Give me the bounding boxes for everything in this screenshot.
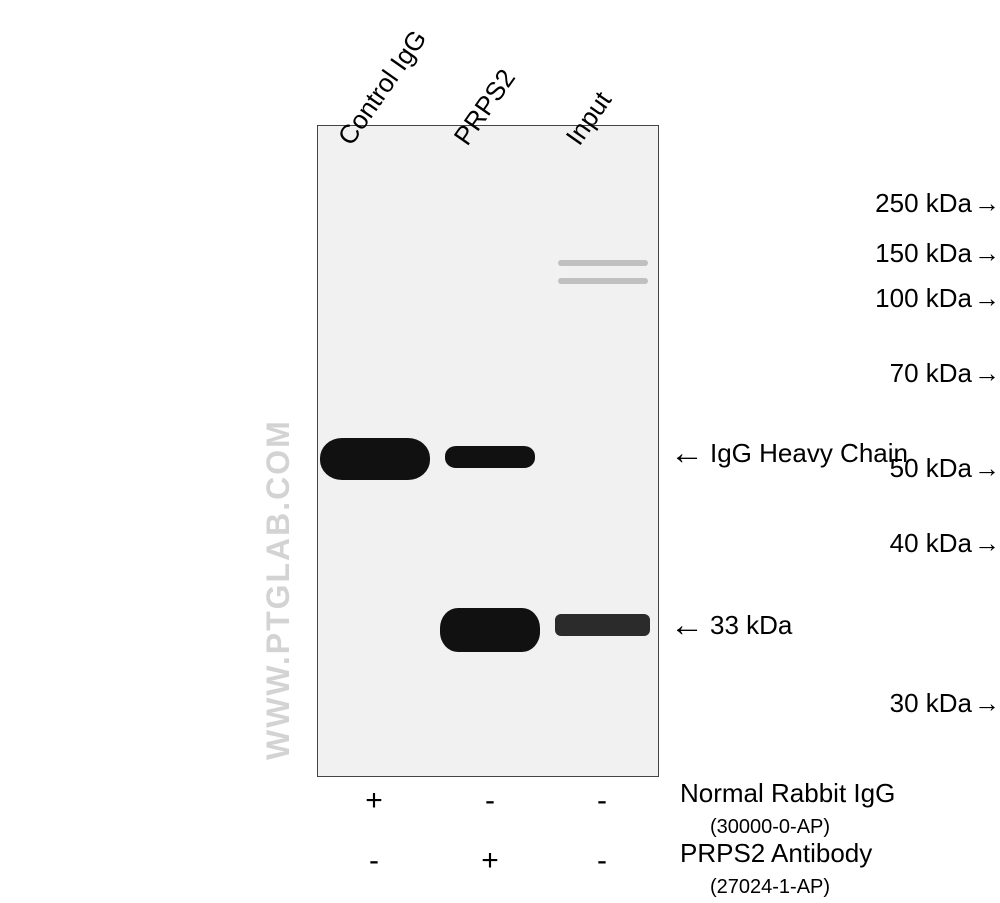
watermark-text: WWW.PTGLAB.COM bbox=[260, 419, 297, 760]
legend-sub: (30000-0-AP) bbox=[710, 816, 830, 838]
matrix-sign: - bbox=[354, 844, 394, 878]
band-prps2-lane1 bbox=[440, 608, 540, 652]
arrow-right-icon: → bbox=[974, 238, 1000, 269]
arrow-left-icon: ← bbox=[670, 608, 704, 642]
mw-text: 70 kDa bbox=[890, 358, 972, 388]
matrix-legend-row1: PRPS2 Antibody (27024-1-AP) bbox=[680, 838, 872, 900]
mw-label: 30 kDa→ bbox=[690, 688, 1000, 719]
legend-main: Normal Rabbit IgG bbox=[680, 778, 895, 808]
matrix-sign: + bbox=[470, 844, 510, 878]
band-igG-heavy-lane1 bbox=[445, 446, 535, 468]
mw-text: 100 kDa bbox=[875, 283, 972, 313]
arrow-right-icon: → bbox=[974, 688, 1000, 719]
matrix-sign: - bbox=[582, 784, 622, 818]
band-igG-heavy-lane0 bbox=[320, 438, 430, 480]
matrix-sign: - bbox=[582, 844, 622, 878]
matrix-sign: - bbox=[470, 784, 510, 818]
mw-text: 150 kDa bbox=[875, 238, 972, 268]
band-prps2-lane2 bbox=[555, 614, 650, 636]
arrow-right-icon: → bbox=[974, 188, 1000, 219]
legend-sub: (27024-1-AP) bbox=[710, 876, 830, 898]
matrix-legend-row0: Normal Rabbit IgG (30000-0-AP) bbox=[680, 778, 895, 840]
band-annotation: 33 kDa bbox=[710, 610, 792, 641]
mw-label: 250 kDa→ bbox=[690, 188, 1000, 219]
arrow-right-icon: → bbox=[974, 528, 1000, 559]
mw-label: 70 kDa→ bbox=[690, 358, 1000, 389]
band-annotation: IgG Heavy Chain bbox=[710, 438, 908, 469]
mw-text: 40 kDa bbox=[890, 528, 972, 558]
band-faint-lane2a bbox=[558, 260, 648, 266]
mw-text: 250 kDa bbox=[875, 188, 972, 218]
ip-western-blot-figure: WWW.PTGLAB.COM Control IgG PRPS2 Input 2… bbox=[0, 0, 1000, 903]
mw-text: 30 kDa bbox=[890, 688, 972, 718]
legend-main: PRPS2 Antibody bbox=[680, 838, 872, 868]
arrow-left-icon: ← bbox=[670, 436, 704, 470]
band-faint-lane2b bbox=[558, 278, 648, 284]
matrix-sign: + bbox=[354, 784, 394, 818]
arrow-right-icon: → bbox=[974, 283, 1000, 314]
mw-label: 150 kDa→ bbox=[690, 238, 1000, 269]
mw-label: 40 kDa→ bbox=[690, 528, 1000, 559]
mw-label: 100 kDa→ bbox=[690, 283, 1000, 314]
arrow-right-icon: → bbox=[974, 358, 1000, 389]
arrow-right-icon: → bbox=[974, 453, 1000, 484]
